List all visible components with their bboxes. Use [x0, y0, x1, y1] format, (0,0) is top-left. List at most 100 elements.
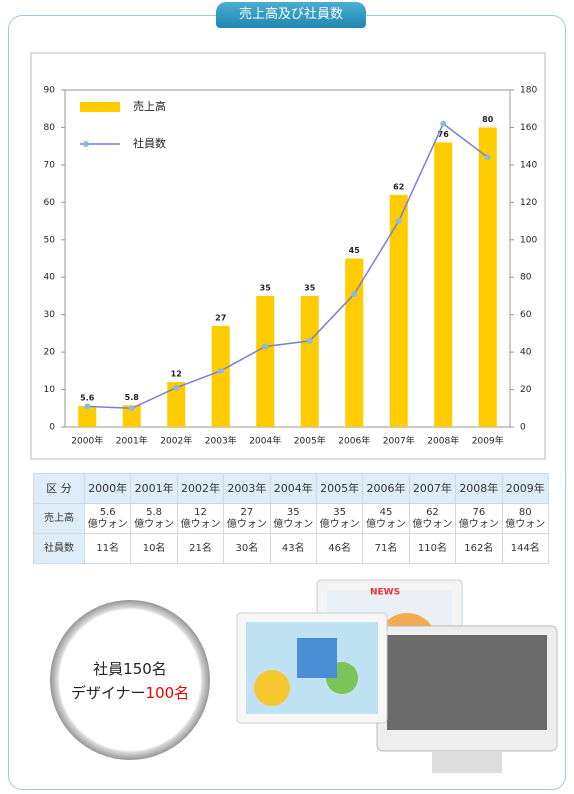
cell-line: 76 [472, 506, 486, 518]
header-cell: 2005年 [315, 473, 364, 504]
data-label: 12 [171, 370, 182, 379]
header-cell: 2004年 [269, 473, 317, 504]
x-tick-label: 2003年 [205, 435, 237, 447]
table-cell: 10名 [130, 533, 178, 564]
y-tick-label: 90 [44, 86, 56, 96]
table-cell: 5.6 億ウォン [83, 503, 132, 534]
bar [256, 295, 275, 427]
table-cell: 35 億ウォン [269, 503, 317, 534]
bar [300, 295, 319, 427]
bar [389, 194, 408, 427]
illustration: NEWS [236, 579, 558, 773]
table-cell: 162名 [455, 533, 503, 564]
y2-tick-label: 20 [520, 385, 532, 395]
cell-line: 27 [240, 506, 254, 518]
cell-line: 億ウォン [180, 518, 221, 530]
y-tick-label: 10 [44, 385, 56, 395]
data-label: 80 [482, 115, 494, 124]
cell-line: 億ウォン [412, 518, 453, 530]
x-tick-label: 2007年 [383, 435, 415, 447]
cell-line: 35 [286, 506, 300, 518]
x-tick-label: 2008年 [427, 435, 459, 447]
y2-tick-label: 0 [520, 423, 526, 433]
header-cell: 2006年 [362, 473, 410, 504]
cell-line: 5.6 [99, 506, 116, 518]
header-row: 区 分 2000年 2001年 2002年 2003年 2004年 2005年 2006年 20… [33, 473, 550, 504]
y2-tick-label: 180 [520, 86, 537, 96]
cell-line: 45 [379, 506, 393, 518]
cell-line: 35 [333, 506, 347, 518]
data-label: 35 [260, 283, 272, 292]
y-tick-label: 70 [44, 160, 56, 170]
y2-tick-label: 80 [520, 273, 532, 283]
marker [306, 337, 313, 344]
bar [211, 325, 230, 427]
chart-box [30, 52, 546, 460]
header-cell: 2001年 [130, 473, 178, 504]
bar [78, 406, 97, 427]
table-cell: 21名 [176, 533, 225, 564]
cell-line: 億ウォン [458, 518, 499, 530]
y-tick-label: 30 [44, 310, 56, 320]
line [87, 122, 489, 410]
table-cell: 144名 [501, 533, 550, 564]
chart: 0 10 20 30 40 50 60 70 80 90 0 20 40 60 80 100 120 140 160… [30, 52, 546, 460]
badge-line1: 社員150名 [93, 660, 167, 678]
table-cell: 71名 [362, 533, 410, 564]
data-label: 62 [393, 182, 404, 191]
cell-line: 億ウォン [366, 518, 407, 530]
marker [173, 384, 180, 391]
data-label: 45 [349, 246, 361, 255]
badge-text: デザイナー [70, 684, 146, 702]
data-label: 5.6 [80, 394, 95, 403]
header-cell: 2002年 [176, 473, 225, 504]
header-cell: 2003年 [223, 473, 271, 504]
header-cell: 2008年 [455, 473, 503, 504]
marker [395, 218, 402, 225]
deco [297, 638, 337, 678]
table-cell: 43名 [269, 533, 317, 564]
table-row: 売上高 5.6 億ウォン 5.8 億ウォン 12 億ウォン 27 億ウォン 35 億ウォン 35 億ウォ… [33, 503, 550, 534]
marker [128, 405, 135, 412]
y-tick-label: 20 [44, 348, 56, 358]
bar [167, 382, 186, 427]
table-cell: 46名 [315, 533, 364, 564]
header-cell: 2009年 [501, 473, 550, 504]
badge-highlight: 100名 [145, 684, 190, 702]
data-label: 27 [215, 313, 226, 322]
table-cell: 27 億ウォン [223, 503, 271, 534]
cell-line: 億ウォン [87, 518, 128, 530]
table-cell: 76 億ウォン [455, 503, 503, 534]
marker [351, 291, 358, 298]
marker [217, 367, 224, 374]
marker [484, 154, 491, 161]
y-tick-label: 80 [44, 123, 56, 133]
marker [262, 343, 269, 350]
cell-line: 62 [426, 506, 439, 518]
badge: 社員150名 デザイナー100名 [50, 600, 210, 760]
cell-line: 億ウォン [273, 518, 314, 530]
table-cell: 80 億ウォン [501, 503, 550, 534]
bar [122, 405, 141, 427]
table-cell: 62 億ウォン [408, 503, 457, 534]
table-cell: 110名 [408, 533, 457, 564]
header-cell: 2000年 [83, 473, 132, 504]
cell-line: 12 [194, 506, 207, 518]
data-label: 5.8 [125, 393, 140, 402]
badge-line2: デザイナー100名 [50, 682, 210, 703]
header-cell: 区 分 [33, 473, 85, 504]
cell-line: 億ウォン [319, 518, 360, 530]
stand [432, 751, 502, 773]
y2-tick-label: 60 [520, 310, 532, 320]
x-tick-label: 2006年 [338, 435, 370, 447]
table-cell: 売上高 [33, 503, 85, 534]
data-label: 35 [304, 283, 316, 292]
news-label: NEWS [370, 588, 400, 598]
table-cell: 30名 [223, 533, 271, 564]
cell-line: 80 [518, 506, 532, 518]
table-cell: 45 億ウォン [362, 503, 410, 534]
x-tick-label: 2004年 [249, 435, 281, 447]
marker [84, 403, 91, 410]
cell-line: 億ウォン [226, 518, 267, 530]
marker [440, 120, 447, 127]
